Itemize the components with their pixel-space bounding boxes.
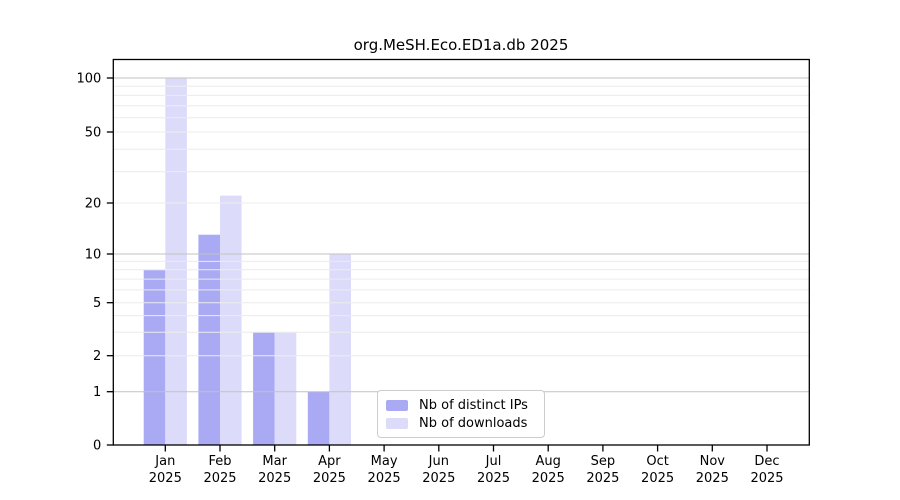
bar-distinct-ips [143,269,166,445]
x-tick-label-month: May [371,454,398,469]
x-tick-label-month: Jan [154,454,175,469]
y-tick-label: 2 [93,349,101,364]
legend-item-downloads: Nb of downloads [386,417,536,430]
x-tick-label-month: Jul [485,454,502,469]
y-tick-label: 20 [85,197,102,212]
y-tick-label: 5 [93,296,101,311]
x-tick-label-year: 2025 [532,471,565,486]
legend: Nb of distinct IPs Nb of downloads [377,390,545,438]
bar-downloads [329,254,351,445]
y-tick-label: 10 [85,248,102,263]
bar-distinct-ips [198,234,220,445]
legend-swatch-distinct-ips [386,399,408,411]
x-tick-label-month: Nov [700,454,726,469]
chart-title: org.MeSH.Eco.ED1a.db 2025 [353,36,569,54]
bar-distinct-ips [307,391,330,445]
legend-item-distinct-ips: Nb of distinct IPs [386,399,536,412]
x-tick-label-year: 2025 [586,471,619,486]
x-tick-label-year: 2025 [203,471,236,486]
x-tick-label-year: 2025 [696,471,729,486]
legend-swatch-downloads [386,417,408,429]
x-tick-label-year: 2025 [422,471,455,486]
x-tick-label-year: 2025 [750,471,783,486]
x-tick-label-month: Dec [754,454,779,469]
x-tick-label-year: 2025 [313,471,346,486]
bar-distinct-ips [253,332,275,445]
bar-downloads [220,195,242,445]
x-tick-label-month: Feb [208,454,231,469]
y-tick-label: 1 [93,385,101,400]
legend-label-downloads: Nb of downloads [419,415,528,431]
x-tick-label-year: 2025 [258,471,291,486]
x-tick-label-year: 2025 [641,471,674,486]
x-tick-label-month: Aug [536,454,561,469]
x-tick-label-month: Mar [262,454,287,469]
plot-border [112,58,810,446]
y-tick-label: 50 [85,126,102,141]
x-tick-label-year: 2025 [368,471,401,486]
legend-label-distinct-ips: Nb of distinct IPs [419,397,528,413]
x-tick-label-month: Sep [591,454,616,469]
bar-downloads [274,332,297,445]
x-tick-label-year: 2025 [149,471,182,486]
x-tick-label-month: Jun [428,454,449,469]
x-tick-label-month: Oct [646,454,668,469]
x-tick-label-year: 2025 [477,471,510,486]
y-tick-label: 100 [76,72,101,87]
y-tick-label: 0 [93,439,101,454]
x-tick-label-month: Apr [318,454,341,469]
